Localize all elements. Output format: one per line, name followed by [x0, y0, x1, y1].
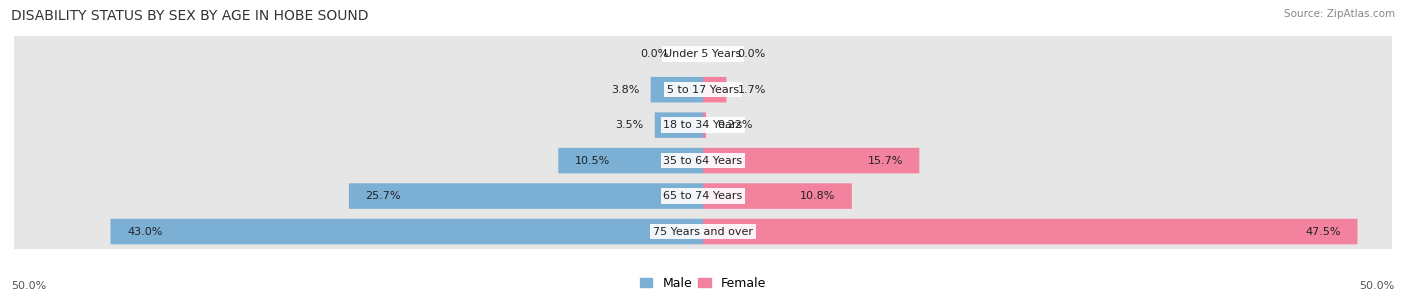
- Text: 3.5%: 3.5%: [616, 120, 644, 130]
- Text: 0.0%: 0.0%: [640, 49, 669, 59]
- Text: Source: ZipAtlas.com: Source: ZipAtlas.com: [1284, 9, 1395, 19]
- Text: 3.8%: 3.8%: [612, 85, 640, 95]
- FancyBboxPatch shape: [558, 148, 703, 173]
- FancyBboxPatch shape: [349, 183, 703, 209]
- FancyBboxPatch shape: [14, 204, 1392, 259]
- FancyBboxPatch shape: [14, 26, 1392, 82]
- Text: 25.7%: 25.7%: [366, 191, 401, 201]
- FancyBboxPatch shape: [703, 112, 706, 138]
- FancyBboxPatch shape: [111, 219, 703, 244]
- Text: 15.7%: 15.7%: [868, 156, 903, 166]
- Text: 5 to 17 Years: 5 to 17 Years: [666, 85, 740, 95]
- Text: 65 to 74 Years: 65 to 74 Years: [664, 191, 742, 201]
- Text: 1.7%: 1.7%: [738, 85, 766, 95]
- FancyBboxPatch shape: [14, 133, 1392, 188]
- FancyBboxPatch shape: [703, 148, 920, 173]
- Text: Under 5 Years: Under 5 Years: [665, 49, 741, 59]
- Text: 10.5%: 10.5%: [575, 156, 610, 166]
- Text: 47.5%: 47.5%: [1305, 226, 1341, 237]
- FancyBboxPatch shape: [14, 98, 1392, 153]
- Text: 43.0%: 43.0%: [127, 226, 163, 237]
- Legend: Male, Female: Male, Female: [636, 272, 770, 295]
- FancyBboxPatch shape: [655, 112, 703, 138]
- FancyBboxPatch shape: [14, 62, 1392, 117]
- Text: DISABILITY STATUS BY SEX BY AGE IN HOBE SOUND: DISABILITY STATUS BY SEX BY AGE IN HOBE …: [11, 9, 368, 23]
- Text: 0.22%: 0.22%: [717, 120, 752, 130]
- FancyBboxPatch shape: [703, 77, 727, 102]
- Text: 75 Years and over: 75 Years and over: [652, 226, 754, 237]
- Text: 18 to 34 Years: 18 to 34 Years: [664, 120, 742, 130]
- FancyBboxPatch shape: [14, 168, 1392, 224]
- FancyBboxPatch shape: [703, 219, 1358, 244]
- Text: 0.0%: 0.0%: [738, 49, 766, 59]
- Text: 35 to 64 Years: 35 to 64 Years: [664, 156, 742, 166]
- Text: 50.0%: 50.0%: [1360, 281, 1395, 291]
- Text: 10.8%: 10.8%: [800, 191, 835, 201]
- FancyBboxPatch shape: [651, 77, 703, 102]
- Text: 50.0%: 50.0%: [11, 281, 46, 291]
- FancyBboxPatch shape: [703, 183, 852, 209]
